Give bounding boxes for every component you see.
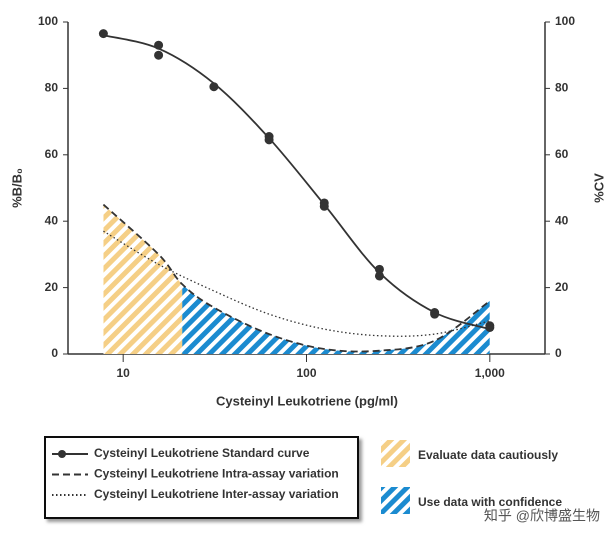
y-tick-label: 40 [45, 213, 59, 227]
legend-box [44, 436, 359, 519]
data-point [430, 309, 440, 319]
data-point [154, 50, 164, 60]
data-point [485, 322, 495, 332]
y-axis-title: %B/B₀ [9, 168, 24, 208]
series-line [102, 203, 491, 353]
data-point [209, 82, 219, 92]
region [103, 204, 183, 354]
x-tick-label: 10 [117, 366, 131, 380]
data-point [374, 271, 384, 281]
y-tick-label: 80 [45, 81, 59, 95]
data-point [154, 40, 164, 50]
legend-label: Use data with confidence [418, 495, 562, 509]
data-point [319, 201, 329, 211]
x-tick-label: 100 [296, 366, 316, 380]
y2-tick-label: 60 [555, 147, 569, 161]
legend-label: Evaluate data cautiously [418, 448, 558, 462]
data-point [374, 264, 384, 274]
series-line [103, 34, 491, 330]
y-tick-label: 100 [38, 14, 58, 28]
y2-tick-label: 100 [555, 14, 575, 28]
y-tick-label: 0 [51, 346, 58, 360]
legend-label: Cysteinyl Leukotriene Standard curve [94, 446, 310, 460]
y2-tick-label: 80 [555, 81, 569, 95]
watermark: 知乎 @欣博盛生物 [484, 508, 600, 524]
legend-marker [58, 450, 66, 458]
x-tick-label: 1,000 [475, 366, 505, 380]
y2-axis-title: %CV [591, 173, 606, 203]
region [182, 284, 490, 354]
data-point [98, 29, 108, 39]
legend-label: Cysteinyl Leukotriene Inter-assay variat… [94, 487, 339, 501]
x-axis-title: Cysteinyl Leukotriene (pg/ml) [216, 393, 398, 408]
legend-label: Cysteinyl Leukotriene Intra-assay variat… [94, 467, 339, 481]
data-point [264, 135, 274, 145]
legend-swatch [381, 440, 410, 467]
legend-swatch [381, 487, 410, 514]
y2-tick-label: 40 [555, 213, 569, 227]
y-tick-label: 20 [45, 280, 59, 294]
series-line [103, 230, 490, 337]
y2-tick-label: 20 [555, 280, 569, 294]
y2-tick-label: 0 [555, 346, 562, 360]
y-tick-label: 60 [45, 147, 59, 161]
